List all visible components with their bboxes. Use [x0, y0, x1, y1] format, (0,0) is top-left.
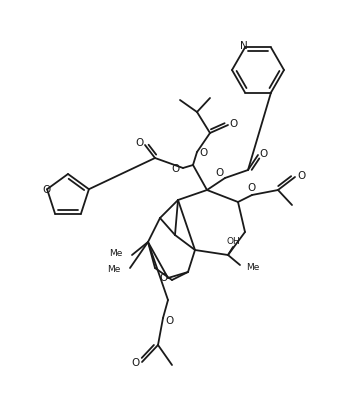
Text: O: O — [42, 185, 50, 195]
Text: O: O — [216, 168, 224, 178]
Text: Me: Me — [107, 266, 120, 275]
Text: Me: Me — [109, 249, 122, 259]
Text: O: O — [172, 164, 180, 174]
Text: O: O — [260, 149, 268, 159]
Text: O: O — [160, 273, 168, 283]
Text: N: N — [240, 41, 248, 52]
Text: O: O — [135, 138, 143, 148]
Text: OH: OH — [226, 237, 240, 245]
Text: O: O — [230, 119, 238, 129]
Text: O: O — [297, 171, 305, 181]
Text: O: O — [132, 358, 140, 368]
Text: O: O — [166, 316, 174, 326]
Text: O: O — [200, 148, 208, 158]
Text: Me: Me — [246, 263, 259, 271]
Text: O: O — [248, 183, 256, 193]
